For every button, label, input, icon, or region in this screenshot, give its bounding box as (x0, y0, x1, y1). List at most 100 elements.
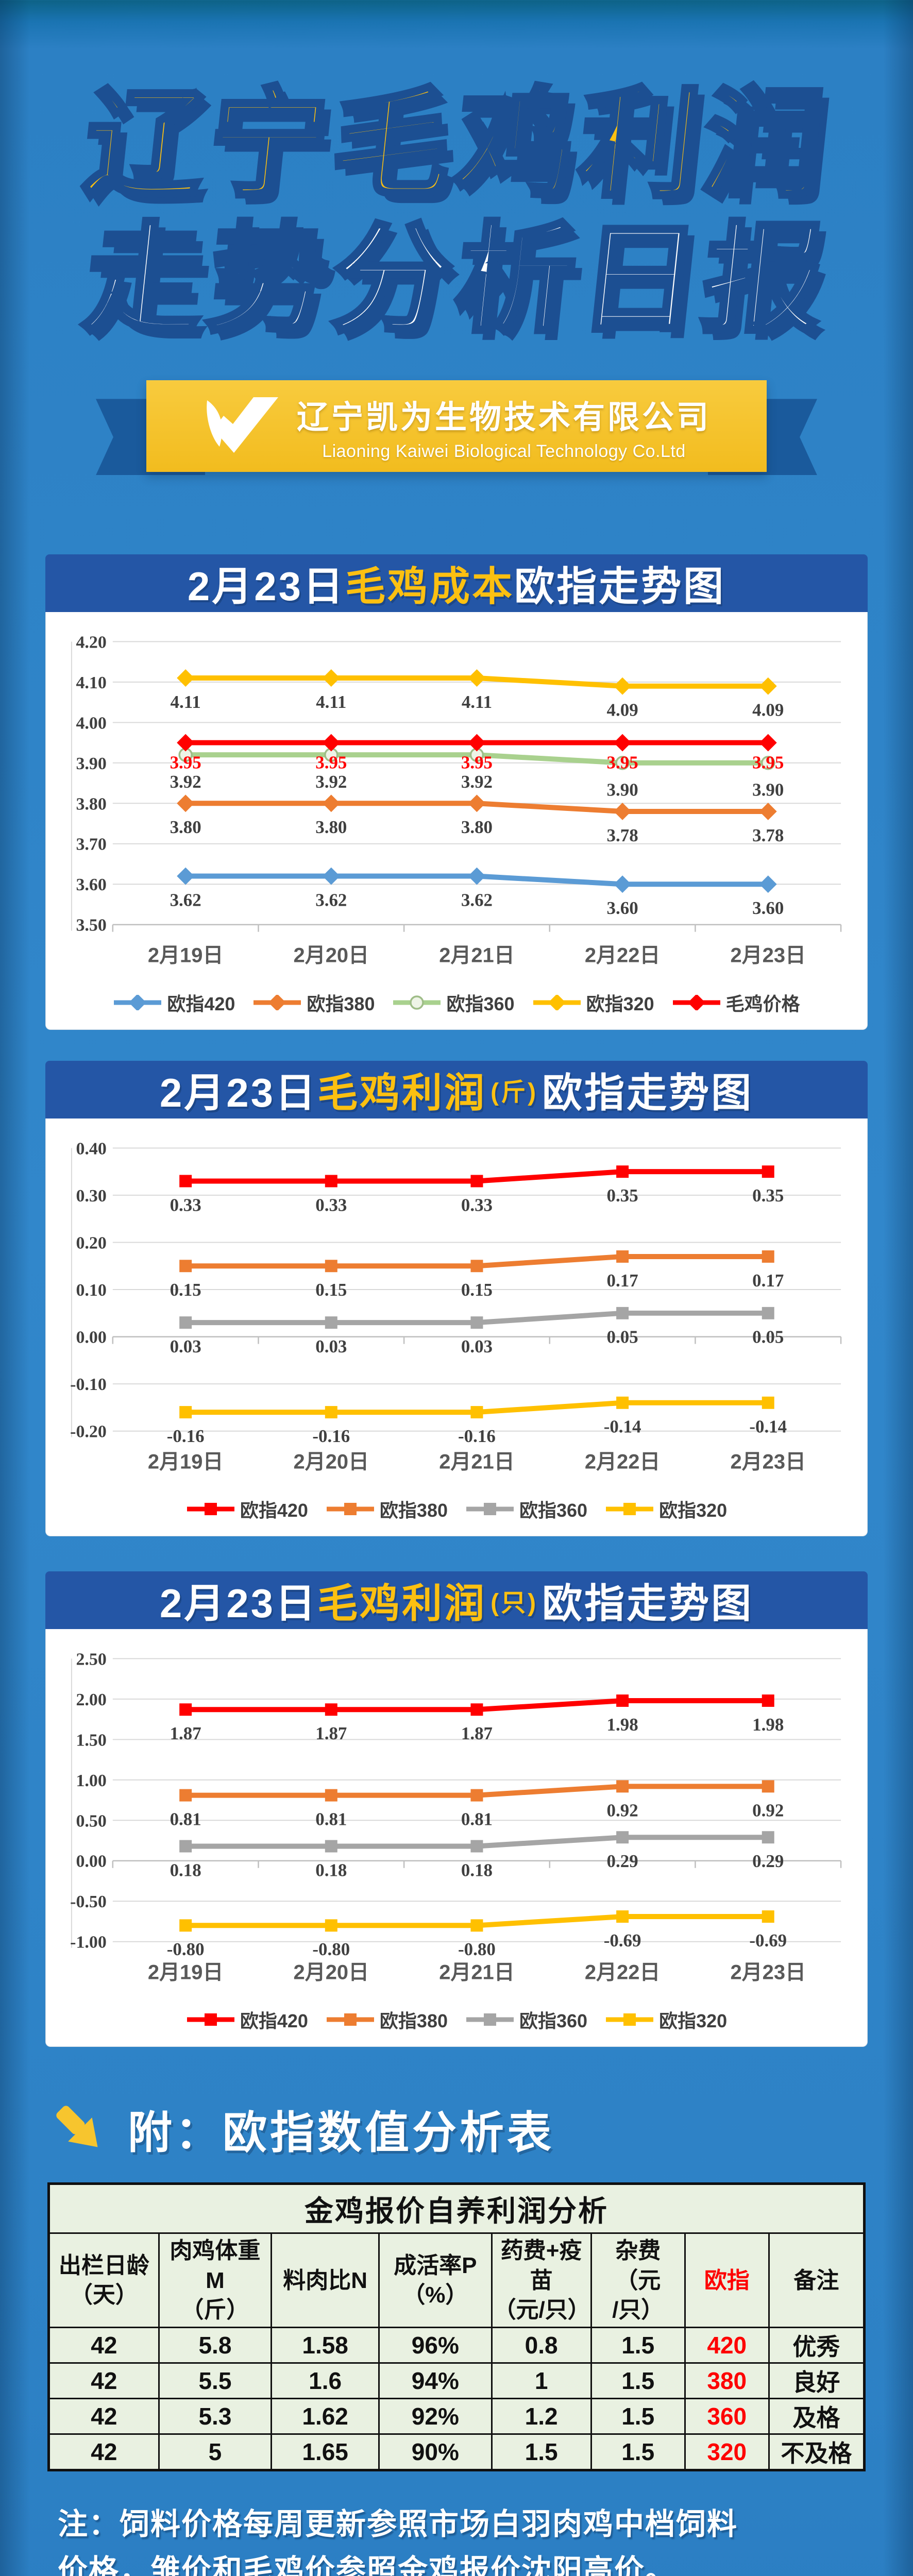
legend-swatch-icon (326, 1503, 374, 1516)
svg-text:0.18: 0.18 (315, 1860, 347, 1880)
title-suffix: 欧指走势图 (514, 564, 726, 609)
svg-text:3.60: 3.60 (607, 899, 638, 919)
legend-label: 欧指420 (240, 2010, 308, 2032)
svg-text:2月22日: 2月22日 (585, 944, 661, 967)
svg-text:0.33: 0.33 (170, 1195, 201, 1215)
svg-text:2月22日: 2月22日 (585, 1451, 661, 1473)
svg-text:3.90: 3.90 (752, 780, 784, 800)
chart-panel-cost: 4.20 4.10 4.00 3.90 3.80 3.70 3.60 3.50 2月19日 2月2… (45, 612, 868, 1030)
svg-text:2月19日: 2月19日 (148, 1451, 224, 1473)
legend-label: 欧指360 (519, 2010, 588, 2032)
svg-text:1.87: 1.87 (461, 1724, 493, 1744)
svg-text:0.05: 0.05 (752, 1327, 784, 1347)
legend-swatch-icon (114, 995, 162, 1011)
legend-item: 欧指360 (465, 2006, 587, 2033)
svg-text:2月23日: 2月23日 (730, 1451, 806, 1473)
svg-text:3.92: 3.92 (461, 772, 493, 792)
svg-text:3.95: 3.95 (170, 753, 201, 773)
table-cell: 1.5 (590, 2397, 686, 2435)
table-title-row: 金鸡报价自养利润分析 (48, 2183, 865, 2234)
company-ribbon: 辽宁凯为生物技术有限公司 Liaoning Kaiwei Biological … (96, 380, 817, 476)
svg-text:0.81: 0.81 (461, 1809, 493, 1829)
table-cell: 1.5 (590, 2362, 686, 2399)
legend-item: 欧指420 (186, 1496, 308, 1522)
table-cell: 优秀 (768, 2326, 866, 2364)
svg-text:1.00: 1.00 (76, 1771, 106, 1790)
svg-text:0.50: 0.50 (76, 1812, 106, 1831)
header: 辽宁毛鸡利润 走势分析日报 辽宁凯为生物技术有限公司 Liaoning Kaiw… (0, 0, 913, 476)
svg-text:1.87: 1.87 (315, 1724, 347, 1744)
section-title-profit-zhi: 2月23日 毛鸡利润 (只) 欧指走势图 (45, 1571, 868, 1630)
svg-text:0.17: 0.17 (752, 1270, 784, 1291)
svg-text:-0.50: -0.50 (70, 1893, 107, 1912)
svg-text:3.78: 3.78 (607, 825, 638, 845)
svg-text:0.92: 0.92 (752, 1801, 784, 1821)
svg-text:0.03: 0.03 (170, 1336, 201, 1357)
legend-label: 欧指360 (519, 1500, 588, 1521)
svg-text:-0.16: -0.16 (312, 1426, 350, 1446)
cost-chart-canvas: 4.20 4.10 4.00 3.90 3.80 3.70 3.60 3.50 2月19日 2月2… (71, 633, 842, 967)
svg-text:0.81: 0.81 (170, 1809, 201, 1829)
svg-text:-0.20: -0.20 (70, 1422, 107, 1442)
col-header: 成活率P （%） (378, 2232, 493, 2328)
svg-text:4.11: 4.11 (316, 692, 346, 712)
svg-text:3.95: 3.95 (315, 753, 347, 773)
svg-text:3.70: 3.70 (76, 835, 106, 854)
svg-text:-0.14: -0.14 (749, 1417, 787, 1437)
footnote-line2: 价格，雏价和毛鸡价参照金鸡报价沈阳高价。 (58, 2553, 677, 2576)
svg-text:0.30: 0.30 (76, 1187, 106, 1206)
table-cell: 42 (48, 2433, 160, 2471)
svg-text:-0.80: -0.80 (312, 1940, 350, 1960)
legend-swatch-icon (606, 1503, 654, 1516)
svg-text:2月21日: 2月21日 (439, 1961, 515, 1984)
table-cell: 1.58 (270, 2326, 380, 2364)
company-logo-icon (207, 397, 278, 453)
svg-text:0.35: 0.35 (607, 1185, 638, 1206)
footnote-line1: 注：饲料价格每周更新参照市场白羽肉鸡中档饲料 (58, 2507, 738, 2541)
table-cell: 42 (48, 2397, 160, 2435)
legend-label: 欧指320 (659, 1500, 728, 1521)
legend-label: 欧指360 (446, 993, 515, 1015)
table-cell: 1.6 (270, 2362, 380, 2399)
svg-text:1.50: 1.50 (76, 1731, 106, 1750)
profit-zhi-chart-canvas: 2.50 2.00 1.50 1.00 0.50 0.00 -0.50 -1.00 2月19日 2… (70, 1650, 842, 1984)
legend-swatch-icon (187, 2013, 234, 2026)
svg-text:0.92: 0.92 (607, 1801, 638, 1821)
legend-item: 欧指380 (252, 989, 375, 1016)
svg-text:0.03: 0.03 (315, 1336, 347, 1357)
svg-text:0.15: 0.15 (461, 1280, 493, 1300)
section-title-profit-jin: 2月23日 毛鸡利润 (斤) 欧指走势图 (45, 1061, 868, 1119)
legend-swatch-icon (466, 1503, 514, 1516)
svg-text:0.00: 0.00 (76, 1328, 106, 1347)
svg-text:0.20: 0.20 (76, 1234, 106, 1253)
table-title: 金鸡报价自养利润分析 (48, 2183, 865, 2234)
svg-text:4.11: 4.11 (171, 692, 201, 712)
table-row: 42 5.8 1.58 96% 0.8 1.5 420 优秀 (48, 2326, 866, 2364)
legend-label: 欧指320 (586, 993, 654, 1015)
svg-text:2月21日: 2月21日 (439, 944, 515, 967)
legend-item: 欧指380 (326, 1496, 448, 1522)
svg-text:3.80: 3.80 (315, 818, 347, 838)
analysis-table: 金鸡报价自养利润分析 出栏日龄 （天） 肉鸡体重M （斤） 料肉比N 成活率P （%） 药费+疫… (47, 2182, 866, 2471)
profit-zhi-chart-legend: 欧指420 欧指380 欧指360 欧指320 (46, 1996, 867, 2043)
svg-text:2.00: 2.00 (76, 1690, 106, 1709)
col-header: 杂费（元/只） (590, 2232, 686, 2328)
legend-swatch-icon (187, 1503, 234, 1516)
annex-heading: 附：欧指数值分析表 (49, 2096, 864, 2161)
title-suffix: 欧指走势图 (542, 1070, 754, 1116)
table-cell: 1.2 (491, 2397, 592, 2435)
chart-panel-profit-zhi: 2.50 2.00 1.50 1.00 0.50 0.00 -0.50 -1.00 2月19日 2… (45, 1629, 868, 2047)
svg-text:-0.16: -0.16 (167, 1426, 205, 1446)
title-highlight: 毛鸡利润 (317, 1070, 487, 1116)
svg-text:0.18: 0.18 (461, 1860, 493, 1880)
legend-item: 欧指360 (465, 1496, 587, 1522)
legend-swatch-icon (466, 2013, 514, 2026)
svg-text:2月21日: 2月21日 (439, 1451, 515, 1473)
svg-text:-0.80: -0.80 (167, 1940, 205, 1960)
company-banner: 辽宁凯为生物技术有限公司 Liaoning Kaiwei Biological … (146, 380, 767, 472)
legend-swatch-icon (326, 2013, 374, 2026)
col-header: 料肉比N (270, 2232, 380, 2328)
legend-swatch-icon (533, 995, 581, 1011)
col-header: 肉鸡体重M （斤） (158, 2232, 273, 2328)
svg-text:3.60: 3.60 (76, 876, 106, 895)
